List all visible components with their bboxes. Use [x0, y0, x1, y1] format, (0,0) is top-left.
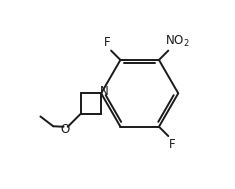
Text: F: F	[104, 36, 111, 49]
Text: F: F	[168, 138, 175, 151]
Text: O: O	[61, 123, 70, 136]
Text: N: N	[100, 85, 109, 98]
Text: NO$_2$: NO$_2$	[165, 34, 190, 49]
